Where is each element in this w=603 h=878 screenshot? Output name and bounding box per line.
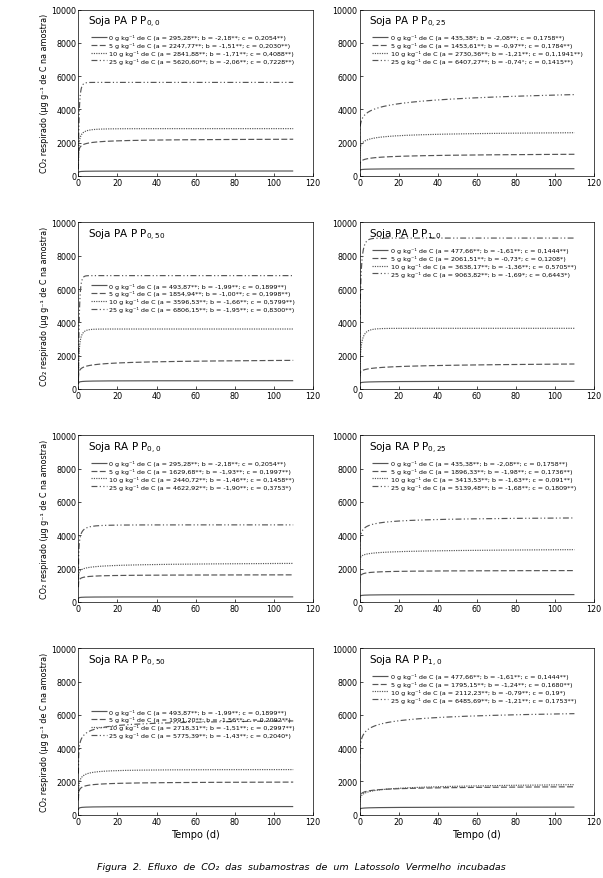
Text: Soja PA P P$_{0,25}$: Soja PA P P$_{0,25}$ [369, 15, 446, 30]
Text: Soja RA P P$_{0,50}$: Soja RA P P$_{0,50}$ [88, 652, 166, 668]
Y-axis label: CO₂ respirado (µg g⁻¹ de C na amostra): CO₂ respirado (µg g⁻¹ de C na amostra) [40, 227, 48, 385]
Text: Soja RA P P$_{1,0}$: Soja RA P P$_{1,0}$ [369, 652, 443, 668]
Legend: 0 g kg⁻¹ de C (a = 493,87**; b = -1,99**; c = 0,1899**), 5 g kg⁻¹ de C (a = 1991: 0 g kg⁻¹ de C (a = 493,87**; b = -1,99**… [91, 709, 295, 738]
Text: Soja PA P P$_{0,50}$: Soja PA P P$_{0,50}$ [88, 227, 165, 242]
Text: Soja PA P P$_{0,0}$: Soja PA P P$_{0,0}$ [88, 15, 160, 30]
Legend: 0 g kg⁻¹ de C (a = 493,87**; b = -1,99**; c = 0,1899**), 5 g kg⁻¹ de C (a = 1854: 0 g kg⁻¹ de C (a = 493,87**; b = -1,99**… [91, 284, 295, 313]
Text: Figura  2.  Efluxo  de  CO₂  das  subamostras  de  um  Latossolo  Vermelho  incu: Figura 2. Efluxo de CO₂ das subamostras … [97, 862, 506, 871]
Y-axis label: CO₂ respirado (µg g⁻¹ de C na amostra): CO₂ respirado (µg g⁻¹ de C na amostra) [40, 652, 48, 811]
Text: Soja PA P P$_{1,0}$: Soja PA P P$_{1,0}$ [369, 227, 441, 242]
Legend: 0 g kg⁻¹ de C (a = 477,66**; b = -1,61**; c = 0,1444**), 5 g kg⁻¹ de C (a = 2061: 0 g kg⁻¹ de C (a = 477,66**; b = -1,61**… [372, 248, 576, 277]
Text: Soja RA P P$_{0,0}$: Soja RA P P$_{0,0}$ [88, 440, 161, 455]
Legend: 0 g kg⁻¹ de C (a = 477,66**; b = -1,61**; c = 0,1444**), 5 g kg⁻¹ de C (a = 1795: 0 g kg⁻¹ de C (a = 477,66**; b = -1,61**… [372, 673, 576, 702]
Legend: 0 g kg⁻¹ de C (a = 295,28**; b = -2,18**; c = 0,2054**), 5 g kg⁻¹ de C (a = 1629: 0 g kg⁻¹ de C (a = 295,28**; b = -2,18**… [91, 461, 295, 490]
Legend: 0 g kg⁻¹ de C (a = 435,38*; b = -2,08**; c = 0,1758**), 5 g kg⁻¹ de C (a = 1453,: 0 g kg⁻¹ de C (a = 435,38*; b = -2,08**;… [372, 35, 582, 65]
Text: Soja RA P P$_{0,25}$: Soja RA P P$_{0,25}$ [369, 440, 447, 455]
Y-axis label: CO₂ respirado (µg g⁻¹ de C na amostra): CO₂ respirado (µg g⁻¹ de C na amostra) [40, 14, 48, 173]
X-axis label: Tempo (d): Tempo (d) [171, 829, 220, 838]
Legend: 0 g kg⁻¹ de C (a = 435,38**; b = -2,08**; c = 0,1758**), 5 g kg⁻¹ de C (a = 1896: 0 g kg⁻¹ de C (a = 435,38**; b = -2,08**… [372, 461, 576, 490]
Legend: 0 g kg⁻¹ de C (a = 295,28**; b = -2,18**; c = 0,2054**), 5 g kg⁻¹ de C (a = 2247: 0 g kg⁻¹ de C (a = 295,28**; b = -2,18**… [91, 35, 295, 65]
Y-axis label: CO₂ respirado (µg g⁻¹ de C na amostra): CO₂ respirado (µg g⁻¹ de C na amostra) [40, 440, 48, 599]
X-axis label: Tempo (d): Tempo (d) [452, 829, 501, 838]
